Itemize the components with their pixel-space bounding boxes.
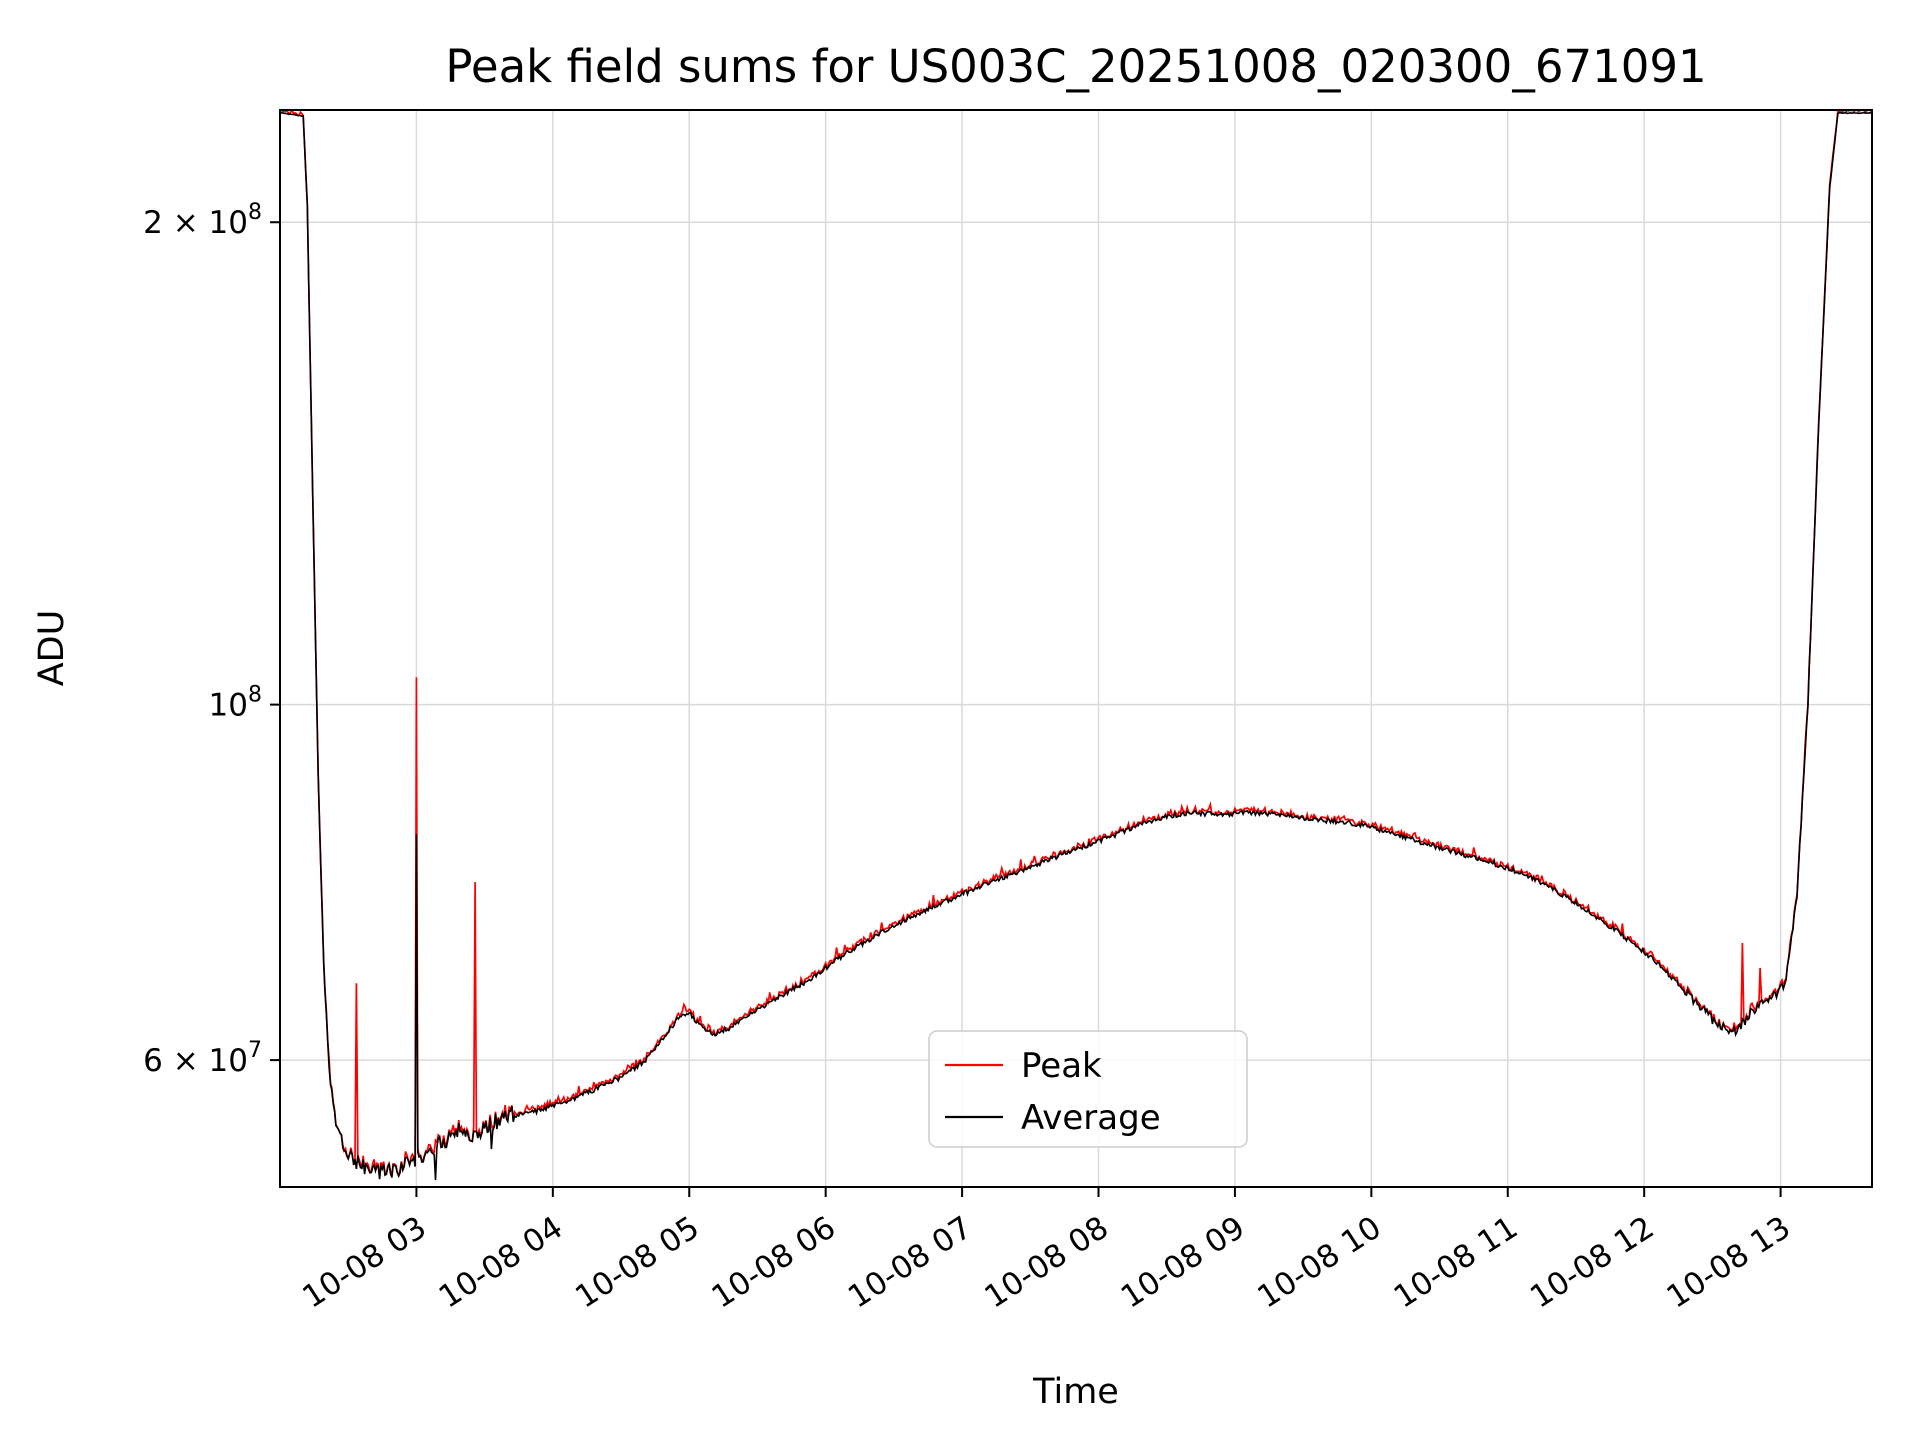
legend-label-peak: Peak: [1021, 1046, 1102, 1086]
x-tick-label: 10-08 08: [978, 1210, 1115, 1316]
legend-label-average: Average: [1021, 1098, 1161, 1138]
x-tick-label: 10-08 13: [1660, 1210, 1797, 1316]
series-average-line: [280, 111, 1872, 1181]
x-tick-label: 10-08 12: [1524, 1210, 1661, 1316]
plot-border: [279, 109, 1873, 1188]
x-axis-label: Time: [1033, 1372, 1119, 1412]
x-tick-label: 10-08 11: [1388, 1210, 1525, 1316]
x-tick-label: 10-08 09: [1115, 1210, 1252, 1316]
x-tick-label: 10-08 06: [706, 1210, 843, 1316]
x-tick-label: 10-08 07: [842, 1210, 979, 1316]
x-tick-label: 10-08 03: [296, 1210, 433, 1316]
axes-ticks: 10-08 03 10-08 04 10-08 05 10-08 06 10-08 07…: [143, 200, 1797, 1315]
y-tick-label: 108: [209, 683, 262, 724]
series-peak-line: [280, 110, 1872, 1179]
x-tick-label: 10-08 10: [1251, 1210, 1388, 1316]
y-tick-label: 6 × 107: [143, 1038, 262, 1079]
x-tick-label: 10-08 04: [433, 1210, 570, 1316]
legend: Peak Average: [928, 1030, 1248, 1148]
chart-title: Peak field sums for US003C_20251008_0203…: [445, 40, 1707, 93]
x-tick-label: 10-08 05: [569, 1210, 706, 1316]
series-group: [280, 110, 1872, 1181]
legend-box: [928, 1030, 1248, 1148]
grid: [280, 110, 1872, 1187]
y-tick-label: 2 × 108: [143, 200, 262, 241]
